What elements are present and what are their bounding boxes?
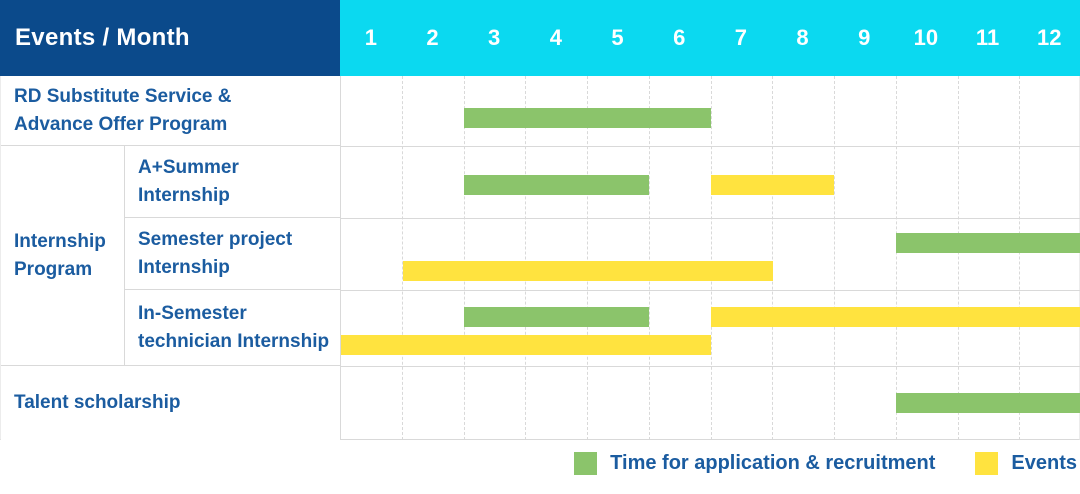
gantt-bar-yellow [341, 335, 711, 355]
row-separator [341, 218, 1080, 219]
bars-a-plus-summer-internship [341, 146, 1080, 218]
month-header-10: 10 [913, 25, 939, 50]
group-label-internship-program: Internship Program [1, 146, 125, 366]
events-month-header-cell: Events / Month [0, 0, 340, 76]
month-header-11: 11 [975, 25, 1000, 50]
month-header-4: 4 [549, 25, 562, 50]
row-label-line: Advance Offer Program [14, 113, 228, 135]
gantt-bar-yellow [711, 175, 835, 195]
gantt-bar-yellow [711, 307, 1080, 327]
month-header-3: 3 [488, 25, 501, 50]
row-label-a-plus-summer-internship: A+Summer Internship [125, 146, 341, 218]
row-label-line: technician Internship [138, 330, 330, 352]
row-label-in-semester-technician-internship: In-Semester technician Internship [125, 290, 341, 366]
month-header-strip: 1 2 3 4 5 6 7 8 9 10 11 12 [340, 0, 1080, 76]
legend-label: Time for application & recruitment [610, 452, 936, 474]
row-separator [341, 366, 1080, 367]
month-gridlines [341, 76, 1080, 440]
month-header-5: 5 [611, 25, 624, 50]
row-label-line: A+Summer [138, 156, 239, 178]
month-header-2: 2 [426, 25, 439, 50]
row-label-line: Internship [138, 256, 230, 278]
gantt-bar-green [896, 393, 1080, 413]
row-separator [341, 290, 1080, 291]
green-swatch-icon [574, 452, 598, 475]
row-label-line: Internship [138, 184, 230, 206]
row-label-talent-scholarship: Talent scholarship [1, 366, 341, 440]
events-month-label: Events / Month [15, 24, 190, 51]
gantt-bar-green [464, 307, 650, 327]
row-separator [341, 146, 1080, 147]
row-label-rd-substitute-service: RD Substitute Service & Advance Offer Pr… [1, 76, 341, 146]
table-body: RD Substitute Service & Advance Offer Pr… [0, 76, 1080, 440]
legend-label: Events [1011, 452, 1077, 474]
gantt-bar-green [464, 108, 711, 128]
month-header-6: 6 [673, 25, 686, 50]
table-header-row: Events / Month 1 2 3 4 5 6 7 8 9 10 11 1… [0, 0, 1080, 76]
row-label-line: Talent scholarship [14, 392, 181, 413]
group-label-line: Internship [14, 230, 106, 252]
row-label-semester-project-internship: Semester project Internship [125, 218, 341, 290]
bars-talent-scholarship [341, 366, 1080, 440]
bars-rd-substitute-service [341, 76, 1080, 146]
bars-in-semester-technician-internship [341, 290, 1080, 366]
month-header-1: 1 [364, 25, 377, 50]
chart-legend: Time for application & recruitment Event… [574, 452, 1077, 475]
month-header-12: 12 [1036, 25, 1062, 50]
row-label-line: In-Semester [138, 302, 247, 324]
month-header-8: 8 [796, 25, 809, 50]
month-header-9: 9 [858, 25, 871, 50]
bars-semester-project-internship [341, 218, 1080, 290]
row-label-line: RD Substitute Service & [14, 85, 232, 107]
gantt-bar-green [896, 233, 1080, 253]
legend-item-events: Events [975, 452, 1077, 475]
yellow-swatch-icon [975, 452, 999, 475]
gantt-bar-green [464, 175, 650, 195]
gantt-bar-yellow [402, 261, 773, 281]
legend-item-application-recruitment: Time for application & recruitment [574, 452, 935, 475]
group-label-line: Program [14, 258, 93, 280]
recruitment-gantt-chart: Events / Month 1 2 3 4 5 6 7 8 9 10 11 1… [0, 0, 1080, 440]
month-header-7: 7 [734, 25, 747, 50]
row-label-line: Semester project [138, 228, 293, 250]
